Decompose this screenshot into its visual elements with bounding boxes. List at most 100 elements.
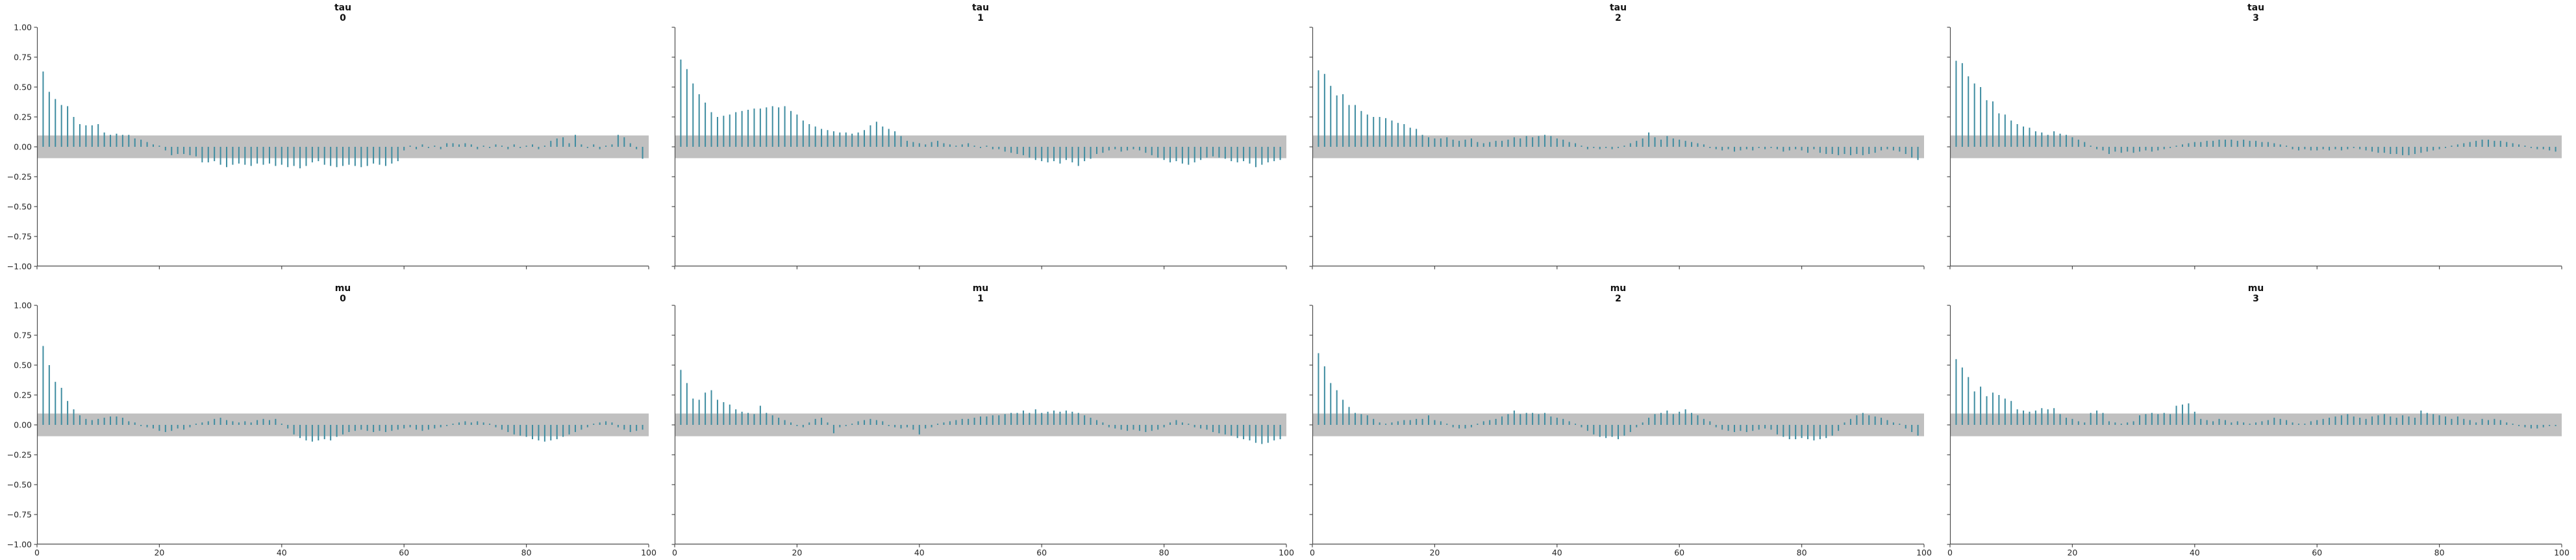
- var-name: tau: [1609, 3, 1627, 13]
- y-tick-label: −0.75: [7, 232, 32, 242]
- axes-spines: [36, 305, 649, 545]
- x-tick-label: 0: [672, 548, 677, 557]
- y-tick-label: −0.50: [7, 480, 32, 490]
- autocorr-bars: [1318, 70, 1919, 160]
- y-axis: 1.00 0.75 0.50 0.25 0.00 −0.25 −0.50 −0.75 −1.00: [7, 301, 37, 550]
- axes-spines: [1312, 305, 1924, 545]
- x-tick-label: 20: [792, 548, 802, 557]
- y-tick-label: 0.75: [14, 53, 32, 62]
- x-tick-label: 100: [1279, 548, 1294, 557]
- x-tick-label: 60: [399, 548, 409, 557]
- x-axis: [36, 266, 649, 270]
- subplot-title-mu-1: mu 1: [675, 283, 1286, 304]
- chain-label: 3: [2253, 294, 2259, 304]
- autocorr-bars: [680, 370, 1281, 444]
- autocorr-bars: [1955, 359, 2557, 429]
- axes-spines: [1949, 305, 2562, 545]
- var-name: mu: [2247, 283, 2264, 294]
- axes-spines: [674, 27, 1286, 267]
- y-tick-label: −0.75: [7, 510, 32, 520]
- x-tick-label: 60: [1036, 548, 1047, 557]
- x-tick-label: 60: [2312, 548, 2322, 557]
- x-axis: [1312, 266, 1925, 270]
- y-tick-label: −0.25: [7, 172, 32, 182]
- x-tick-label: 100: [1916, 548, 1932, 557]
- y-axis: [671, 305, 675, 545]
- y-axis: [1309, 305, 1312, 545]
- x-tick-label: 20: [1429, 548, 1440, 557]
- var-name: tau: [971, 3, 990, 13]
- x-axis: [1949, 266, 2562, 270]
- x-axis: 0 20 40 60 80 100: [34, 544, 657, 557]
- chain-label: 1: [977, 294, 984, 304]
- x-tick-label: 40: [1552, 548, 1562, 557]
- x-tick-label: 20: [2067, 548, 2077, 557]
- var-name: mu: [1610, 283, 1627, 294]
- x-tick-label: 80: [2434, 548, 2445, 557]
- y-tick-label: 0.25: [14, 112, 32, 122]
- autocorr-plot-mu-0: 1.00 0.75 0.50 0.25 0.00 −0.25 −0.50 −0.75 −1.00…: [7, 301, 657, 558]
- x-tick-label: 100: [641, 548, 657, 557]
- x-tick-label: 0: [1310, 548, 1315, 557]
- chain-label: 0: [340, 13, 346, 23]
- y-axis: [1947, 305, 1950, 545]
- y-axis: 1.00 0.75 0.50 0.25 0.00 −0.25 −0.50 −0.75 −1.00: [7, 23, 37, 272]
- subplot-title-tau-0: tau 0: [37, 3, 649, 23]
- subplot-title-tau-3: tau 3: [1950, 3, 2562, 23]
- subplot-title-tau-2: tau 2: [1312, 3, 1924, 23]
- autocorr-bars: [42, 71, 644, 169]
- subplot-title-tau-1: tau 1: [675, 3, 1286, 23]
- y-tick-label: 0.00: [14, 420, 32, 430]
- chain-label: 2: [1615, 294, 1621, 304]
- y-axis: [1947, 27, 1950, 267]
- x-axis: [674, 266, 1287, 270]
- y-tick-label: 0.25: [14, 390, 32, 400]
- subplot-title-mu-3: mu 3: [1950, 283, 2562, 304]
- var-name: mu: [972, 283, 989, 294]
- y-tick-label: 0.75: [14, 331, 32, 340]
- autocorr-plot-mu-2: 0 20 40 60 80 100: [1309, 305, 1932, 557]
- x-tick-label: 40: [2190, 548, 2200, 557]
- autocorr-plot-tau-1: [671, 27, 1287, 270]
- x-tick-label: 80: [1159, 548, 1169, 557]
- y-tick-label: 1.00: [14, 23, 32, 32]
- var-name: tau: [334, 3, 352, 13]
- axes-spines: [1312, 27, 1924, 267]
- y-axis: [1309, 27, 1312, 267]
- autocorr-plot-tau-3: [1947, 27, 2562, 270]
- x-axis: 0 20 40 60 80 100: [1947, 544, 2570, 557]
- y-tick-label: 1.00: [14, 301, 32, 311]
- autocorr-bars: [42, 346, 644, 442]
- y-tick-label: −1.00: [7, 262, 32, 272]
- y-tick-label: 0.50: [14, 361, 32, 370]
- x-tick-label: 0: [34, 548, 40, 557]
- y-tick-label: 0.00: [14, 142, 32, 152]
- y-tick-label: −0.25: [7, 450, 32, 460]
- autocorr-plot-tau-0: 1.00 0.75 0.50 0.25 0.00 −0.25 −0.50 −0.75 −1.00: [7, 23, 649, 272]
- autocorr-plot-tau-2: [1309, 27, 1925, 270]
- chain-label: 0: [340, 294, 346, 304]
- axes-spines: [674, 305, 1286, 545]
- autocorr-plot-mu-3: 0 20 40 60 80 100: [1947, 305, 2570, 557]
- var-name: tau: [2247, 3, 2265, 13]
- autocorr-plot-mu-1: 0 20 40 60 80 100: [671, 305, 1294, 557]
- chain-label: 2: [1615, 13, 1621, 23]
- var-name: mu: [334, 283, 351, 294]
- y-axis: [671, 27, 675, 267]
- x-tick-label: 40: [277, 548, 287, 557]
- autocorr-bars: [1318, 353, 1919, 440]
- x-tick-label: 0: [1947, 548, 1953, 557]
- autocorr-bars: [1955, 60, 2557, 155]
- axes-spines: [36, 27, 649, 267]
- chain-label: 3: [2253, 13, 2259, 23]
- x-tick-label: 80: [521, 548, 532, 557]
- x-axis: 0 20 40 60 80 100: [672, 544, 1294, 557]
- x-tick-label: 20: [154, 548, 164, 557]
- chain-label: 1: [977, 13, 984, 23]
- x-tick-label: 100: [2554, 548, 2570, 557]
- autocorr-bars: [680, 59, 1281, 168]
- y-tick-label: −0.50: [7, 202, 32, 212]
- subplot-title-mu-0: mu 0: [37, 283, 649, 304]
- x-tick-label: 80: [1797, 548, 1807, 557]
